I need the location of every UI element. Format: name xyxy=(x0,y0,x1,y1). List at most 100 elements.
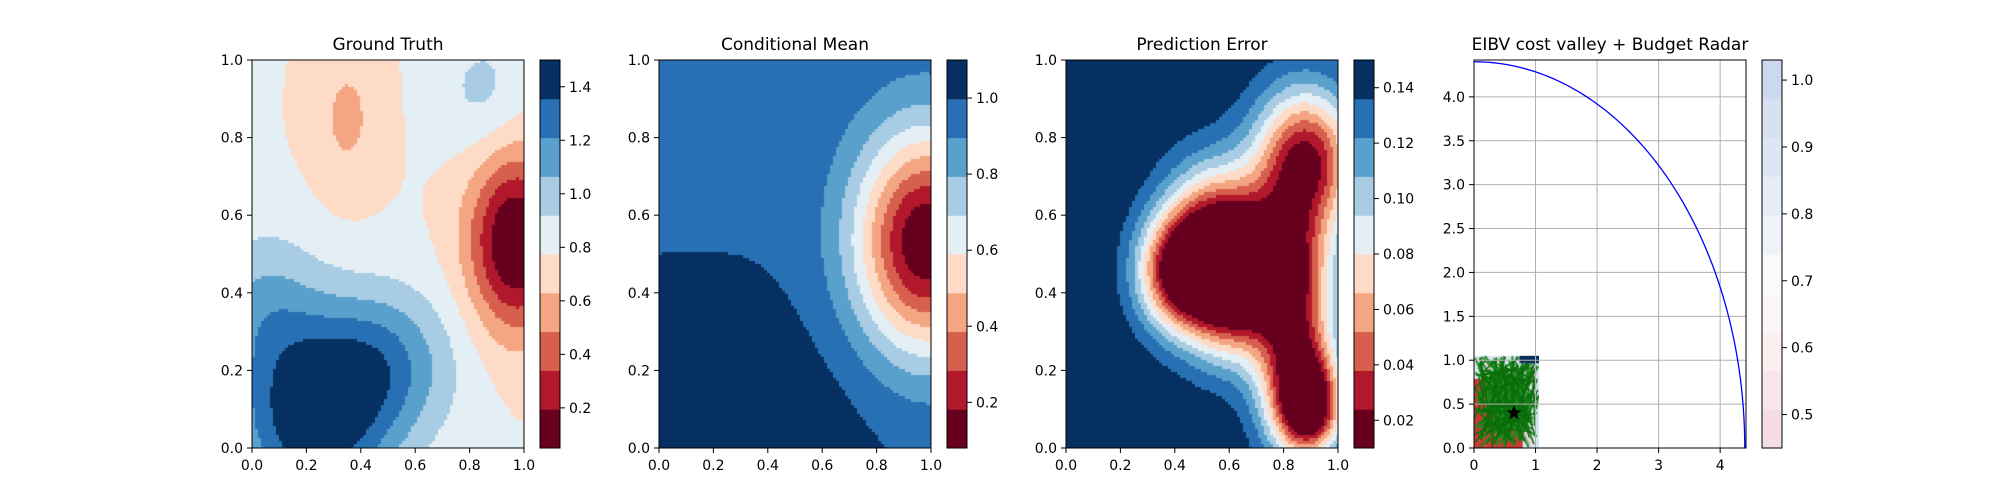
axes-frame xyxy=(658,59,932,449)
heatmap-image-3 xyxy=(1066,60,1338,448)
colorbar-segment xyxy=(947,254,967,294)
y-tick-label: 0.0 xyxy=(221,441,243,457)
y-tick-label: 2.0 xyxy=(1443,265,1465,281)
chart-title: Conditional Mean xyxy=(721,35,869,55)
x-tick-label: 3 xyxy=(1654,458,1663,474)
colorbar-tick-label: 1.0 xyxy=(1791,73,1813,89)
colorbar-frame xyxy=(539,59,561,449)
y-tick-label: 0.4 xyxy=(628,286,650,302)
panel-4: EIBV cost valley + Budget Radar 0 1 2 3 4 0.0 0… xyxy=(1443,35,1814,474)
heatmap-image-2 xyxy=(659,60,931,448)
axes-frame xyxy=(1473,59,1747,449)
colorbar-segment xyxy=(1762,60,1782,100)
x-tick-label: 0.2 xyxy=(702,458,724,474)
x-tick-label: 0.8 xyxy=(1272,458,1294,474)
chart-title: Prediction Error xyxy=(1136,35,1267,55)
x-tick-label: 4 xyxy=(1716,458,1725,474)
x-tick-label: 0 xyxy=(1470,458,1479,474)
colorbar-tick-label: 0.6 xyxy=(976,243,998,259)
colorbar-frame xyxy=(946,59,968,449)
colorbar-tick-label: 1.4 xyxy=(569,80,591,96)
y-tick-label: 1.0 xyxy=(221,53,243,69)
x-tick-label: 0.6 xyxy=(1218,458,1240,474)
y-tick-label: 0.5 xyxy=(1443,397,1465,413)
y-tick-label: 0.2 xyxy=(221,363,243,379)
y-tick-label: 2.5 xyxy=(1443,222,1465,238)
panel-3: Prediction Error 0.0 0.2 0.4 0.6 0.8 1.0 0.0 0.2… xyxy=(1035,35,1415,474)
x-tick-label: 0.4 xyxy=(1164,458,1186,474)
colorbar-segment xyxy=(1762,409,1782,449)
x-tick-label: 2 xyxy=(1593,458,1602,474)
colorbar-segment xyxy=(1354,60,1374,100)
colorbar-tick-label: 0.4 xyxy=(976,319,998,335)
x-tick-label: 0.2 xyxy=(1109,458,1131,474)
x-tick-label: 0.8 xyxy=(865,458,887,474)
colorbar-tick-label: 1.0 xyxy=(976,91,998,107)
colorbar-tick-label: 0.8 xyxy=(976,167,998,183)
colorbar-segment xyxy=(1762,98,1782,139)
x-tick-label: 0.4 xyxy=(350,458,372,474)
layer-axes: Ground Truth 0.0 0.2 0.4 0.6 0.8 1.0 0.0 0.2 0.4 0… xyxy=(221,35,1814,474)
colorbar-tick-label: 0.14 xyxy=(1383,81,1414,97)
colorbar-segment xyxy=(1762,292,1782,333)
colorbar-segment xyxy=(947,292,967,333)
colorbar-segment xyxy=(1354,215,1374,255)
x-tick-label: 0.2 xyxy=(295,458,317,474)
colorbar-segment xyxy=(1762,254,1782,294)
x-tick-label: 0.8 xyxy=(458,458,480,474)
x-tick-label: 1.0 xyxy=(920,458,942,474)
colorbar-tick-label: 0.7 xyxy=(1791,274,1813,290)
colorbar-tick-label: 1.0 xyxy=(569,187,591,203)
colorbar-tick-label: 0.6 xyxy=(569,294,591,310)
colorbar-segment xyxy=(947,409,967,449)
colorbar-segment xyxy=(540,370,560,410)
colorbar-segment xyxy=(1354,98,1374,139)
colorbar-segment xyxy=(540,254,560,294)
y-tick-label: 4.0 xyxy=(1443,90,1465,106)
colorbar-segment xyxy=(540,137,560,177)
colorbar-segment xyxy=(1354,137,1374,177)
y-tick-label: 0.8 xyxy=(628,131,650,147)
panel-1: Ground Truth 0.0 0.2 0.4 0.6 0.8 1.0 0.0 0.2 0.4 0… xyxy=(221,35,592,474)
y-tick-label: 3.5 xyxy=(1443,134,1465,150)
x-tick-label: 1 xyxy=(1531,458,1540,474)
x-tick-label: 0.4 xyxy=(757,458,779,474)
colorbar-segment xyxy=(1354,331,1374,371)
colorbar-segment xyxy=(1762,137,1782,177)
colorbar-segment xyxy=(1762,176,1782,216)
colorbar-tick-label: 0.5 xyxy=(1791,408,1813,424)
colorbar-tick-label: 0.9 xyxy=(1791,140,1813,156)
colorbar-tick-label: 0.12 xyxy=(1383,136,1414,152)
y-tick-label: 0.4 xyxy=(1035,286,1057,302)
colorbar-segment xyxy=(1354,370,1374,410)
colorbar-tick-label: 0.02 xyxy=(1383,413,1414,429)
chart-title: Ground Truth xyxy=(332,35,443,55)
y-tick-label: 3.0 xyxy=(1443,178,1465,194)
x-tick-label: 0.0 xyxy=(648,458,670,474)
colorbar-segment xyxy=(1762,331,1782,371)
y-tick-label: 0.4 xyxy=(221,286,243,302)
colorbar-segment xyxy=(540,409,560,449)
colorbar-tick-label: 0.6 xyxy=(1791,341,1813,357)
y-tick-label: 1.0 xyxy=(1035,53,1057,69)
y-tick-label: 0.0 xyxy=(1035,441,1057,457)
axes-frame xyxy=(1065,59,1339,449)
colorbar-segment xyxy=(947,215,967,255)
y-tick-label: 0.6 xyxy=(628,208,650,224)
colorbar-segment xyxy=(947,176,967,216)
star-marker xyxy=(1506,404,1522,420)
colorbar-tick-label: 0.08 xyxy=(1383,247,1414,263)
x-tick-label: 1.0 xyxy=(513,458,535,474)
colorbar-segment xyxy=(1762,215,1782,255)
y-tick-label: 1.5 xyxy=(1443,309,1465,325)
colorbar-segment xyxy=(540,176,560,216)
colorbar-frame xyxy=(1761,59,1783,449)
colorbar-segment xyxy=(947,370,967,410)
y-tick-label: 0.2 xyxy=(1035,363,1057,379)
colorbar-segment xyxy=(1354,292,1374,333)
x-tick-label: 0.6 xyxy=(811,458,833,474)
axes-frame xyxy=(251,59,525,449)
y-tick-label: 0.8 xyxy=(221,131,243,147)
colorbar-segment xyxy=(947,137,967,177)
y-tick-label: 0.8 xyxy=(1035,131,1057,147)
